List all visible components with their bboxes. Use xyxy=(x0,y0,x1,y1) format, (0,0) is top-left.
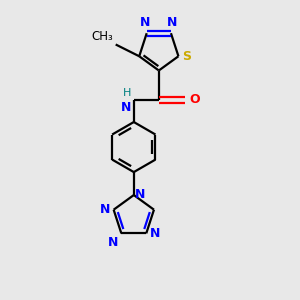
Text: N: N xyxy=(150,227,160,240)
Text: N: N xyxy=(121,100,131,113)
Text: N: N xyxy=(100,203,110,216)
Text: N: N xyxy=(135,188,146,201)
Text: H: H xyxy=(123,88,131,98)
Text: CH₃: CH₃ xyxy=(91,30,113,43)
Text: O: O xyxy=(190,93,200,106)
Text: N: N xyxy=(108,236,119,249)
Text: N: N xyxy=(140,16,150,29)
Text: S: S xyxy=(182,50,191,63)
Text: N: N xyxy=(167,16,178,29)
